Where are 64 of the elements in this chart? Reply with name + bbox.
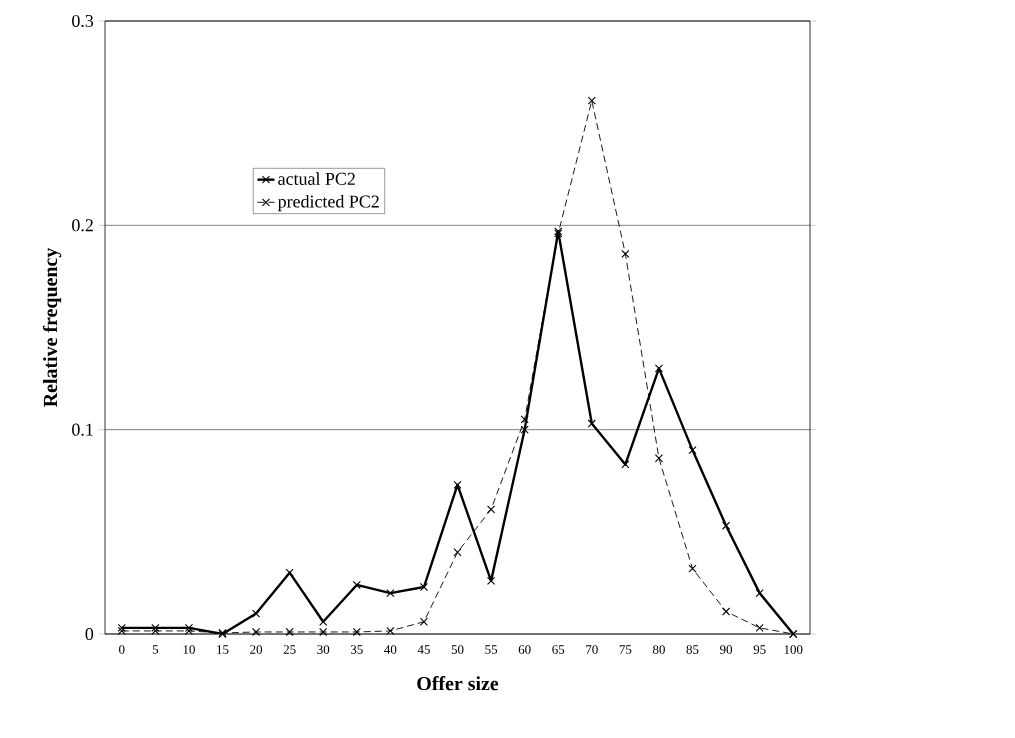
point bbox=[654, 364, 664, 373]
point bbox=[319, 627, 328, 637]
x-tick-label: 40 bbox=[384, 645, 397, 654]
x-tick-label: 55 bbox=[485, 645, 498, 654]
point bbox=[352, 580, 361, 590]
point bbox=[386, 589, 395, 598]
x-tick-label: 35 bbox=[350, 645, 363, 654]
x-tick-label: 80 bbox=[652, 645, 665, 654]
point bbox=[285, 627, 294, 637]
point bbox=[419, 582, 429, 592]
x-tick-label: 90 bbox=[720, 645, 733, 654]
point bbox=[621, 460, 630, 469]
y-axis-title: Relative frequency bbox=[42, 247, 62, 407]
point bbox=[453, 548, 462, 557]
x-tick-label: 20 bbox=[250, 645, 263, 654]
point bbox=[587, 419, 596, 428]
point bbox=[520, 415, 529, 424]
point bbox=[721, 607, 731, 616]
point bbox=[486, 505, 496, 514]
x-tick-label: 65 bbox=[552, 645, 565, 654]
point bbox=[453, 480, 462, 489]
point bbox=[688, 446, 697, 455]
y-tick-label: 0 bbox=[85, 627, 94, 641]
x-tick-label: 0 bbox=[119, 645, 125, 654]
x-tick-label: 5 bbox=[152, 645, 159, 654]
x-tick-label: 15 bbox=[217, 645, 229, 654]
point bbox=[386, 626, 395, 636]
point bbox=[151, 623, 160, 632]
legend-label: predicted PC2 bbox=[277, 194, 379, 212]
point bbox=[117, 623, 126, 632]
point bbox=[319, 617, 328, 626]
point bbox=[755, 589, 764, 598]
legend-label: actual PC2 bbox=[278, 172, 355, 185]
point bbox=[721, 521, 731, 530]
y-tick-label: 0.1 bbox=[72, 423, 93, 436]
x-tick-label: 85 bbox=[686, 645, 699, 654]
point bbox=[587, 96, 596, 105]
y-tick-label: 0.3 bbox=[72, 14, 94, 28]
point bbox=[419, 617, 429, 626]
point bbox=[520, 425, 529, 434]
point bbox=[251, 609, 261, 618]
point bbox=[184, 623, 194, 632]
point bbox=[117, 626, 126, 636]
x-tick-label: 10 bbox=[183, 645, 195, 654]
x-tick-label: 30 bbox=[317, 645, 330, 654]
point bbox=[654, 454, 664, 463]
x-tick-label: 45 bbox=[417, 645, 430, 654]
x-tick-label: 95 bbox=[753, 645, 766, 654]
point bbox=[352, 627, 361, 637]
x-tick-label: 25 bbox=[283, 645, 296, 654]
x-tick-label: 75 bbox=[619, 645, 632, 654]
x-tick-label: 60 bbox=[518, 645, 531, 654]
point bbox=[755, 623, 764, 632]
point bbox=[486, 576, 496, 585]
x-axis-title: Offer size bbox=[417, 676, 499, 691]
point bbox=[251, 627, 261, 637]
point bbox=[688, 564, 697, 573]
point bbox=[285, 568, 294, 577]
x-tick-label: 50 bbox=[451, 645, 464, 654]
x-tick-label: 100 bbox=[784, 645, 803, 654]
x-tick-label: 70 bbox=[586, 645, 598, 654]
y-tick-label: 0.2 bbox=[72, 219, 93, 232]
point bbox=[184, 626, 194, 636]
point bbox=[621, 249, 630, 259]
